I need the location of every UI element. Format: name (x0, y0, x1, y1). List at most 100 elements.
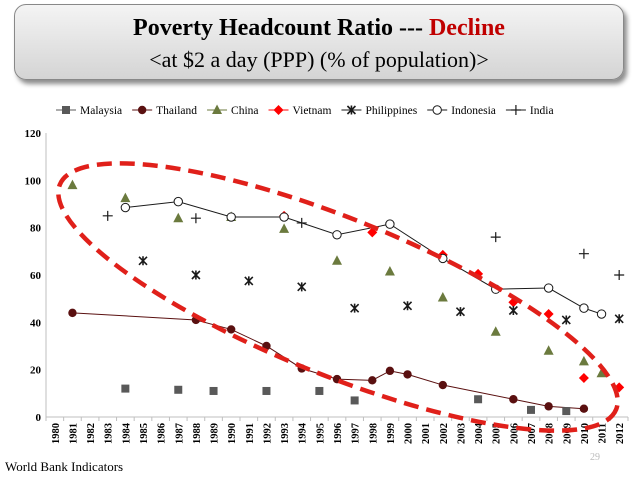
point-malaysia (174, 385, 183, 394)
legend-label-indonesia: Indonesia (451, 105, 496, 117)
x-tick-label: 2007 (527, 423, 538, 444)
point-thailand (68, 308, 77, 318)
x-tick-label: 1987 (174, 423, 185, 444)
point-indonesia (579, 303, 589, 313)
point-india (614, 270, 625, 280)
y-tick-label: 120 (25, 128, 42, 140)
x-tick-label: 2005 (492, 423, 503, 444)
x-tick-label: 1983 (104, 423, 115, 444)
x-tick-label: 1993 (280, 423, 291, 444)
chart-subtitle: <at $2 a day (PPP) (% of population)> (149, 47, 489, 72)
x-tick-label: 1985 (139, 423, 150, 444)
point-china (490, 326, 501, 336)
point-thailand (385, 366, 395, 376)
point-thailand (226, 325, 236, 334)
point-philippines (402, 301, 413, 311)
y-tick-label: 100 (25, 175, 42, 187)
point-thailand (368, 376, 377, 385)
point-indonesia (543, 283, 554, 293)
x-tick-label: 1992 (262, 423, 273, 444)
point-indonesia (173, 196, 183, 207)
legend: Malaysia Thailand China Vietnam Philippines I… (56, 104, 554, 117)
data-points (67, 179, 625, 416)
source-note: World Bank Indicators (5, 459, 124, 474)
x-tick-label: 1994 (298, 422, 309, 444)
chart-title-highlight: Decline (428, 15, 505, 41)
point-indonesia (332, 230, 342, 240)
point-thailand (579, 404, 589, 413)
point-china (384, 265, 395, 276)
x-tick-label: 1988 (192, 423, 203, 444)
y-tick-label: 40 (30, 317, 42, 329)
point-indonesia (226, 212, 236, 222)
x-tick-label: 1991 (245, 423, 256, 444)
point-china (173, 212, 184, 223)
title-box: Poverty Headcount Ratio --- Decline <at … (14, 4, 624, 80)
point-malaysia (474, 395, 483, 404)
point-china (543, 345, 554, 355)
legend-label-vietnam: Vietnam (293, 105, 332, 117)
point-india (490, 232, 501, 243)
series-line-thailand (72, 312, 584, 410)
legend-marker-china (212, 104, 223, 114)
point-vietnam (578, 372, 589, 383)
point-philippines (508, 305, 518, 316)
legend-marker-indonesia (432, 105, 442, 115)
point-philippines (297, 282, 307, 292)
x-tick-label: 2002 (439, 423, 450, 444)
x-tick-label: 2009 (562, 423, 573, 444)
annotations (56, 161, 620, 433)
point-philippines (191, 270, 201, 280)
page-number: 29 (590, 452, 600, 463)
point-thailand (544, 402, 553, 411)
legend-label-india: India (530, 105, 554, 117)
point-india (190, 213, 201, 224)
x-tick-label: 1982 (86, 423, 97, 444)
point-thailand (438, 380, 448, 390)
point-malaysia (350, 396, 359, 405)
point-china (332, 255, 342, 265)
point-indonesia (385, 219, 395, 229)
chart-title-main: Poverty Headcount Ratio --- (133, 15, 429, 41)
point-philippines (350, 303, 360, 313)
point-malaysia (121, 384, 130, 393)
x-tick-label: 1981 (68, 423, 79, 444)
point-thailand (403, 370, 412, 379)
trend-ellipse (56, 161, 620, 433)
x-tick-label: 1998 (368, 423, 379, 444)
x-tick-label: 1995 (315, 423, 326, 444)
x-tick-label: 2010 (580, 423, 591, 444)
point-indonesia (279, 212, 289, 222)
x-tick-label: 1984 (121, 422, 132, 444)
point-malaysia (562, 407, 571, 416)
x-tick-label: 1989 (210, 423, 221, 444)
x-tick-label: 2001 (421, 423, 432, 444)
point-philippines (455, 307, 466, 317)
y-tick-label: 60 (30, 270, 42, 282)
legend-label-thailand: Thailand (156, 105, 197, 117)
y-tick-label: 80 (30, 223, 42, 235)
point-vietnam (543, 309, 554, 320)
x-tick-label: 1999 (386, 423, 397, 444)
x-tick-label: 1980 (51, 423, 62, 444)
point-malaysia (315, 386, 324, 395)
point-china (120, 192, 131, 203)
y-tick-label: 20 (30, 365, 42, 377)
x-tick-label: 2000 (404, 423, 415, 444)
point-malaysia (209, 386, 218, 395)
legend-marker-india (510, 105, 521, 115)
point-china (437, 291, 448, 302)
point-india (578, 248, 589, 259)
point-philippines (561, 315, 571, 325)
legend-marker-malaysia (62, 106, 70, 114)
x-tick-label: 1997 (351, 423, 362, 444)
point-indonesia (120, 202, 131, 213)
x-tick-label: 1990 (227, 423, 238, 444)
x-tick-label: 2011 (598, 423, 609, 443)
y-axis: 0 20 40 60 80 100 120 (25, 128, 47, 424)
legend-label-china: China (231, 105, 258, 117)
x-tick-label: 2008 (545, 423, 556, 444)
point-china (67, 179, 78, 190)
chart-title: Poverty Headcount Ratio --- Decline (15, 15, 623, 42)
